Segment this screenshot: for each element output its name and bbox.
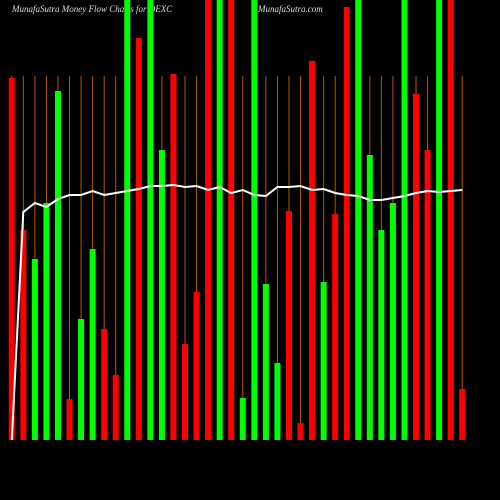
bar bbox=[66, 399, 73, 440]
bar bbox=[262, 284, 269, 440]
bar bbox=[401, 0, 408, 440]
chart-subtitle: MunafaSutra.com bbox=[257, 4, 323, 14]
bar bbox=[343, 7, 350, 440]
bar bbox=[332, 214, 339, 440]
bar bbox=[251, 0, 258, 440]
bar bbox=[216, 0, 223, 440]
bar bbox=[285, 211, 292, 440]
bar bbox=[43, 203, 50, 440]
bar bbox=[20, 230, 27, 440]
bar bbox=[101, 329, 108, 440]
bar bbox=[124, 0, 131, 440]
bar bbox=[413, 94, 420, 440]
bar bbox=[147, 0, 154, 440]
bar bbox=[378, 230, 385, 440]
bar bbox=[78, 319, 85, 440]
bar bbox=[320, 282, 327, 440]
bar bbox=[309, 61, 316, 440]
bar bbox=[297, 423, 304, 440]
bar bbox=[54, 91, 61, 440]
bar bbox=[274, 363, 281, 440]
bar bbox=[112, 375, 119, 440]
bar bbox=[436, 0, 443, 440]
bar bbox=[389, 203, 396, 440]
chart-title: MunafaSutra Money Flow Charts for DEXC bbox=[11, 4, 173, 14]
bar bbox=[182, 344, 189, 440]
bar bbox=[424, 150, 431, 440]
bar bbox=[193, 292, 200, 440]
bar bbox=[31, 259, 38, 440]
bar bbox=[366, 155, 373, 440]
bar bbox=[158, 150, 165, 440]
bar bbox=[355, 0, 362, 440]
bar bbox=[239, 398, 246, 440]
bar bbox=[89, 249, 96, 440]
bar bbox=[8, 78, 15, 440]
bar bbox=[459, 389, 466, 440]
bar bbox=[170, 74, 177, 440]
money-flow-line bbox=[10, 183, 463, 441]
bar bbox=[135, 38, 142, 440]
bar bbox=[228, 0, 235, 440]
bar bbox=[447, 0, 454, 440]
bar bbox=[205, 0, 212, 440]
